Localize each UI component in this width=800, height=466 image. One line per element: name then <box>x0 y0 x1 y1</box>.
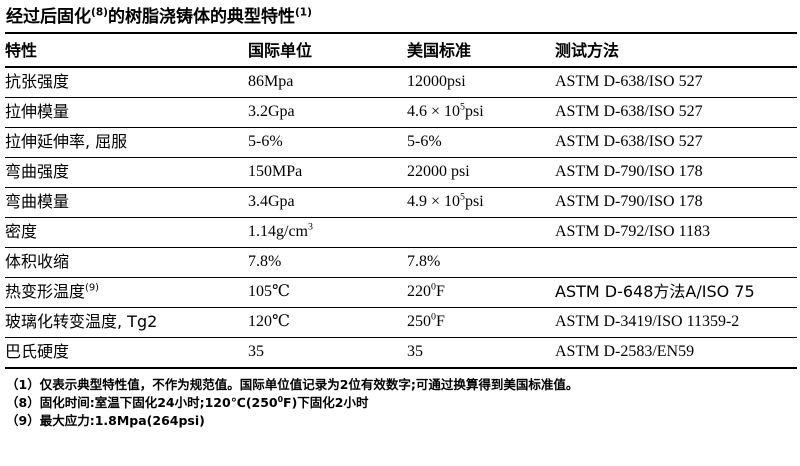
cell-property: 体积收缩 <box>5 247 248 278</box>
cell-us: 7.8% <box>407 247 555 278</box>
cell-si: 3.2Gpa <box>248 97 407 128</box>
cell-us-base: 4.9 × 10 <box>407 193 461 210</box>
footnote-1-marker: （1） <box>6 377 40 392</box>
column-header-si-units: 国际单位 <box>248 32 407 68</box>
cell-us-base: 220 <box>407 283 431 300</box>
page-title: 经过后固化(8)的树脂浇铸体的典型特性(1) <box>6 6 796 28</box>
footnote-1-text: 仅表示典型特性值，不作为规范值。国际单位值记录为2位有效数字;可通过换算得到美国… <box>39 377 579 392</box>
cell-us: 12000psi <box>407 67 555 98</box>
cell-us-exponent: 5 <box>460 101 465 113</box>
cell-method: ASTM D-2583/EN59 <box>555 337 797 369</box>
page-title-text-2: 的树脂浇铸体的典型特性 <box>107 7 295 27</box>
cell-si: 7.8% <box>248 247 407 278</box>
column-header-property: 特性 <box>5 32 248 68</box>
footnote-9-text: 最大应力:1.8Mpa(264psi) <box>39 413 205 428</box>
cell-property: 拉伸延伸率, 屈服 <box>5 127 248 158</box>
table-row: 体积收缩 7.8% 7.8% <box>5 247 797 278</box>
column-header-test-method: 测试方法 <box>555 32 797 68</box>
column-header-us-standard: 美国标准 <box>407 32 555 68</box>
footnote-8-text-b: F)下固化2小时 <box>283 395 369 410</box>
cell-si: 3.4Gpa <box>248 187 407 218</box>
table-header-row: 特性 国际单位 美国标准 测试方法 <box>5 32 797 68</box>
cell-property: 抗张强度 <box>5 67 248 98</box>
cell-property: 玻璃化转变温度, Tg2 <box>5 307 248 338</box>
cell-us-unit: F <box>435 283 445 300</box>
table-row: 巴氏硬度 35 35 ASTM D-2583/EN59 <box>5 337 797 369</box>
cell-us: 5-6% <box>407 127 555 158</box>
cell-si: 120℃ <box>248 307 407 338</box>
cell-us-unit: F <box>435 313 445 330</box>
cell-us: 35 <box>407 337 555 369</box>
cell-si: 5-6% <box>248 127 407 158</box>
table-row: 热变形温度(9) 105℃ 2200F ASTM D-648方法A/ISO 75 <box>5 277 797 308</box>
cell-method: ASTM D-648方法A/ISO 75 <box>555 277 797 308</box>
footnote-9-marker: （9） <box>6 413 40 428</box>
cell-si: 1.14g/cm3 <box>248 217 407 248</box>
footnote-1: （1）仅表示典型特性值，不作为规范值。国际单位值记录为2位有效数字;可通过换算得… <box>6 376 796 394</box>
cell-us-exponent: 5 <box>460 191 465 203</box>
cell-us-degree: 0 <box>431 311 436 323</box>
table-row: 拉伸延伸率, 屈服 5-6% 5-6% ASTM D-638/ISO 527 <box>5 127 797 158</box>
cell-us: 2500F <box>407 307 555 338</box>
cell-us: 22000 psi <box>407 157 555 188</box>
table-row: 弯曲强度 150MPa 22000 psi ASTM D-790/ISO 178 <box>5 157 797 188</box>
footnote-8-marker: （8） <box>6 395 40 410</box>
footnote-8-text-a: 固化时间:室温下固化24小时;120℃(250 <box>39 395 278 410</box>
cell-property: 弯曲强度 <box>5 157 248 188</box>
cell-us-base: 250 <box>407 313 431 330</box>
cell-method: ASTM D-3419/ISO 11359-2 <box>555 307 797 338</box>
cell-us-base: 4.6 × 10 <box>407 103 461 120</box>
cell-us-unit: psi <box>464 193 484 210</box>
footnote-8: （8）固化时间:室温下固化24小时;120℃(2500F)下固化2小时 <box>6 394 796 412</box>
cell-us-degree: 0 <box>431 281 436 293</box>
page-title-superscript-8: (8) <box>91 6 108 19</box>
table-row: 弯曲模量 3.4Gpa 4.9 × 105psi ASTM D-790/ISO … <box>5 187 797 218</box>
cell-us: 4.9 × 105psi <box>407 187 555 218</box>
cell-method: ASTM D-790/ISO 178 <box>555 187 797 218</box>
cell-property: 热变形温度(9) <box>5 277 248 308</box>
footnote-8-degree: 0 <box>277 394 284 404</box>
page-title-text-1: 经过后固化 <box>6 7 91 27</box>
cell-property: 密度 <box>5 217 248 248</box>
cell-si: 150MPa <box>248 157 407 188</box>
table-row: 拉伸模量 3.2Gpa 4.6 × 105psi ASTM D-638/ISO … <box>5 97 797 128</box>
footnotes-block: （1）仅表示典型特性值，不作为规范值。国际单位值记录为2位有效数字;可通过换算得… <box>6 376 796 430</box>
cell-method: ASTM D-638/ISO 527 <box>555 67 797 98</box>
table-row: 密度 1.14g/cm3 ASTM D-792/ISO 1183 <box>5 217 797 248</box>
cell-method: ASTM D-792/ISO 1183 <box>555 217 797 248</box>
cell-si-base: 1.14g/cm <box>248 223 308 240</box>
cell-si: 86Mpa <box>248 67 407 98</box>
cell-property: 巴氏硬度 <box>5 337 248 369</box>
cell-method: ASTM D-638/ISO 527 <box>555 97 797 128</box>
cell-si: 105℃ <box>248 277 407 308</box>
table-body: 抗张强度 86Mpa 12000psi ASTM D-638/ISO 527 拉… <box>5 67 797 369</box>
table-row: 抗张强度 86Mpa 12000psi ASTM D-638/ISO 527 <box>5 67 797 98</box>
cell-property: 弯曲模量 <box>5 187 248 218</box>
cell-method: ASTM D-638/ISO 527 <box>555 127 797 158</box>
cell-us-unit: psi <box>464 103 484 120</box>
cell-si: 35 <box>248 337 407 369</box>
footnote-9: （9）最大应力:1.8Mpa(264psi) <box>6 412 796 430</box>
table-header: 特性 国际单位 美国标准 测试方法 <box>5 32 797 68</box>
page-title-superscript-1: (1) <box>294 6 312 19</box>
table-row: 玻璃化转变温度, Tg2 120℃ 2500F ASTM D-3419/ISO … <box>5 307 797 338</box>
cell-us <box>407 217 555 248</box>
cell-us: 4.6 × 105psi <box>407 97 555 128</box>
cell-property-text: 热变形温度 <box>5 282 86 301</box>
cell-us: 2200F <box>407 277 555 308</box>
properties-table: 特性 国际单位 美国标准 测试方法 抗张强度 86Mpa 12000psi AS… <box>5 32 797 369</box>
cell-method: ASTM D-790/ISO 178 <box>555 157 797 188</box>
cell-property: 拉伸模量 <box>5 97 248 128</box>
cell-property-footnote-ref: (9) <box>85 282 100 294</box>
cell-method <box>555 247 797 278</box>
cell-si-exponent: 3 <box>308 221 313 233</box>
